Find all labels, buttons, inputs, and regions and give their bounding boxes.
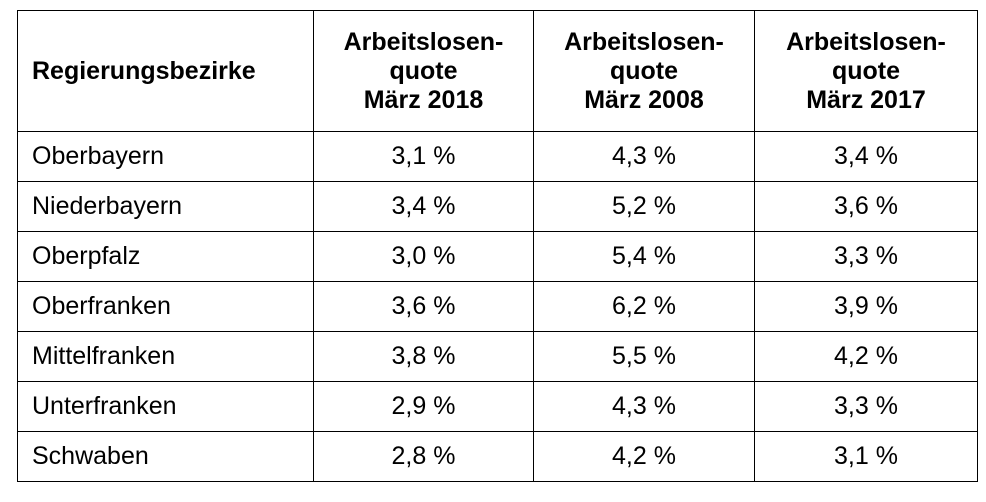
table-row: Oberfranken 3,6 % 6,2 % 3,9 % (17, 281, 978, 332)
header-line: quote (831, 56, 901, 85)
region-name: Oberbayern (17, 131, 314, 182)
value-2017: 3,4 % (754, 131, 978, 182)
header-line: Arbeitslosen- (564, 27, 724, 56)
region-name: Schwaben (17, 431, 314, 482)
table-container: Regierungsbezirke Arbeitslosen- quote Mä… (17, 10, 978, 482)
value-2008: 4,2 % (533, 431, 755, 482)
value-2018: 3,8 % (313, 331, 534, 382)
value-2018: 2,8 % (313, 431, 534, 482)
value-2017: 3,6 % (754, 181, 978, 232)
value-2017: 3,3 % (754, 381, 978, 432)
table-row: Oberbayern 3,1 % 4,3 % 3,4 % (17, 131, 978, 182)
region-name: Oberpfalz (17, 231, 314, 282)
table-row: Oberpfalz 3,0 % 5,4 % 3,3 % (17, 231, 978, 282)
header-row: Regierungsbezirke Arbeitslosen- quote Mä… (17, 10, 978, 132)
value-2008: 5,5 % (533, 331, 755, 382)
table-row: Niederbayern 3,4 % 5,2 % 3,6 % (17, 181, 978, 232)
header-line: März 2008 (584, 85, 704, 114)
value-2017: 3,9 % (754, 281, 978, 332)
value-2008: 4,3 % (533, 381, 755, 432)
value-2018: 3,1 % (313, 131, 534, 182)
region-name: Unterfranken (17, 381, 314, 432)
header-line: März 2018 (363, 85, 484, 114)
value-2017: 3,3 % (754, 231, 978, 282)
value-2008: 4,3 % (533, 131, 755, 182)
header-line: quote (609, 56, 679, 85)
table-row: Schwaben 2,8 % 4,2 % 3,1 % (17, 431, 978, 482)
table-row: Unterfranken 2,9 % 4,3 % 3,3 % (17, 381, 978, 432)
value-2018: 3,0 % (313, 231, 534, 282)
value-2018: 2,9 % (313, 381, 534, 432)
value-2018: 3,4 % (313, 181, 534, 232)
value-2017: 4,2 % (754, 331, 978, 382)
region-name: Mittelfranken (17, 331, 314, 382)
value-2008: 5,4 % (533, 231, 755, 282)
header-regierungsbezirke: Regierungsbezirke (17, 10, 314, 132)
region-name: Oberfranken (17, 281, 314, 332)
header-quote-2017: Arbeitslosen- quote März 2017 (754, 10, 978, 132)
value-2018: 3,6 % (313, 281, 534, 332)
header-line: Arbeitslosen- (786, 27, 946, 56)
value-2017: 3,1 % (754, 431, 978, 482)
header-line: März 2017 (806, 85, 926, 114)
header-quote-2018: Arbeitslosen- quote März 2018 (313, 10, 534, 132)
value-2008: 6,2 % (533, 281, 755, 332)
unemployment-table: Regierungsbezirke Arbeitslosen- quote Mä… (17, 10, 978, 482)
value-2008: 5,2 % (533, 181, 755, 232)
header-line: Arbeitslosen- (343, 27, 504, 56)
region-name: Niederbayern (17, 181, 314, 232)
header-line: quote (389, 56, 458, 85)
table-row: Mittelfranken 3,8 % 5,5 % 4,2 % (17, 331, 978, 382)
header-quote-2008: Arbeitslosen- quote März 2008 (533, 10, 755, 132)
